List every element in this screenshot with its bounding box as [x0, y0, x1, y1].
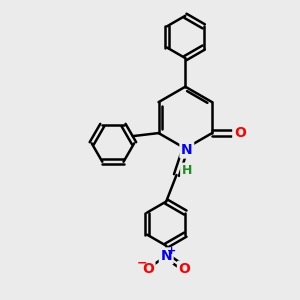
Text: N: N [181, 143, 193, 157]
Text: +: + [167, 246, 176, 256]
Text: O: O [234, 126, 246, 140]
Text: N: N [160, 249, 172, 263]
Text: O: O [178, 262, 190, 276]
Text: O: O [142, 262, 154, 276]
Text: H: H [182, 164, 192, 177]
Text: −: − [136, 256, 147, 269]
